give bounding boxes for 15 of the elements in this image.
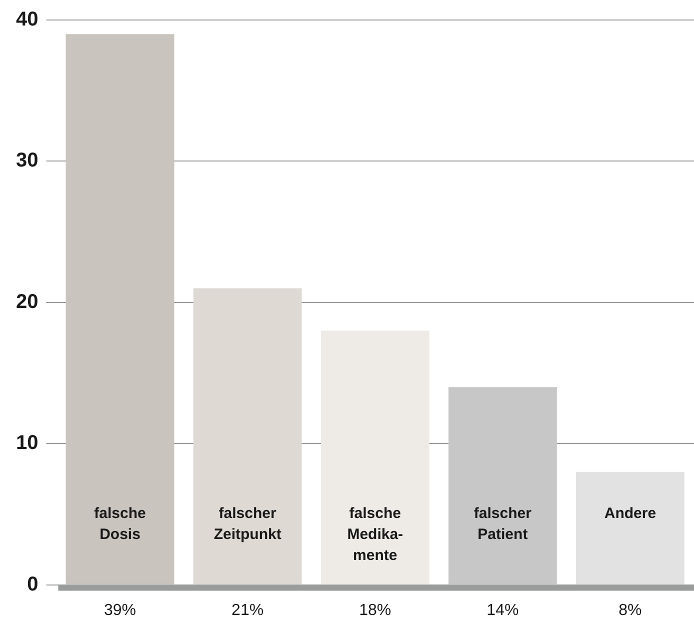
x-tick-label: falsche Medika- mente (347, 504, 404, 564)
x-tick-label: Andere (604, 504, 656, 522)
data-label: 39% (104, 602, 136, 619)
y-tick-label: 30 (16, 150, 38, 172)
x-tick-label: falscher Patient (474, 504, 532, 543)
data-label: 21% (232, 602, 264, 619)
y-tick-label: 20 (16, 290, 38, 313)
y-tick-label: 0 (27, 573, 38, 596)
y-tick-label: 10 (16, 432, 38, 454)
y-tick-label: 40 (16, 8, 38, 31)
data-label: 18% (359, 602, 392, 619)
x-tick-label: falscher Zeitpunkt (214, 504, 282, 543)
x-tick-label: falsche Dosis (94, 504, 146, 543)
data-label: 14% (486, 602, 519, 619)
data-label: 8% (618, 602, 642, 619)
